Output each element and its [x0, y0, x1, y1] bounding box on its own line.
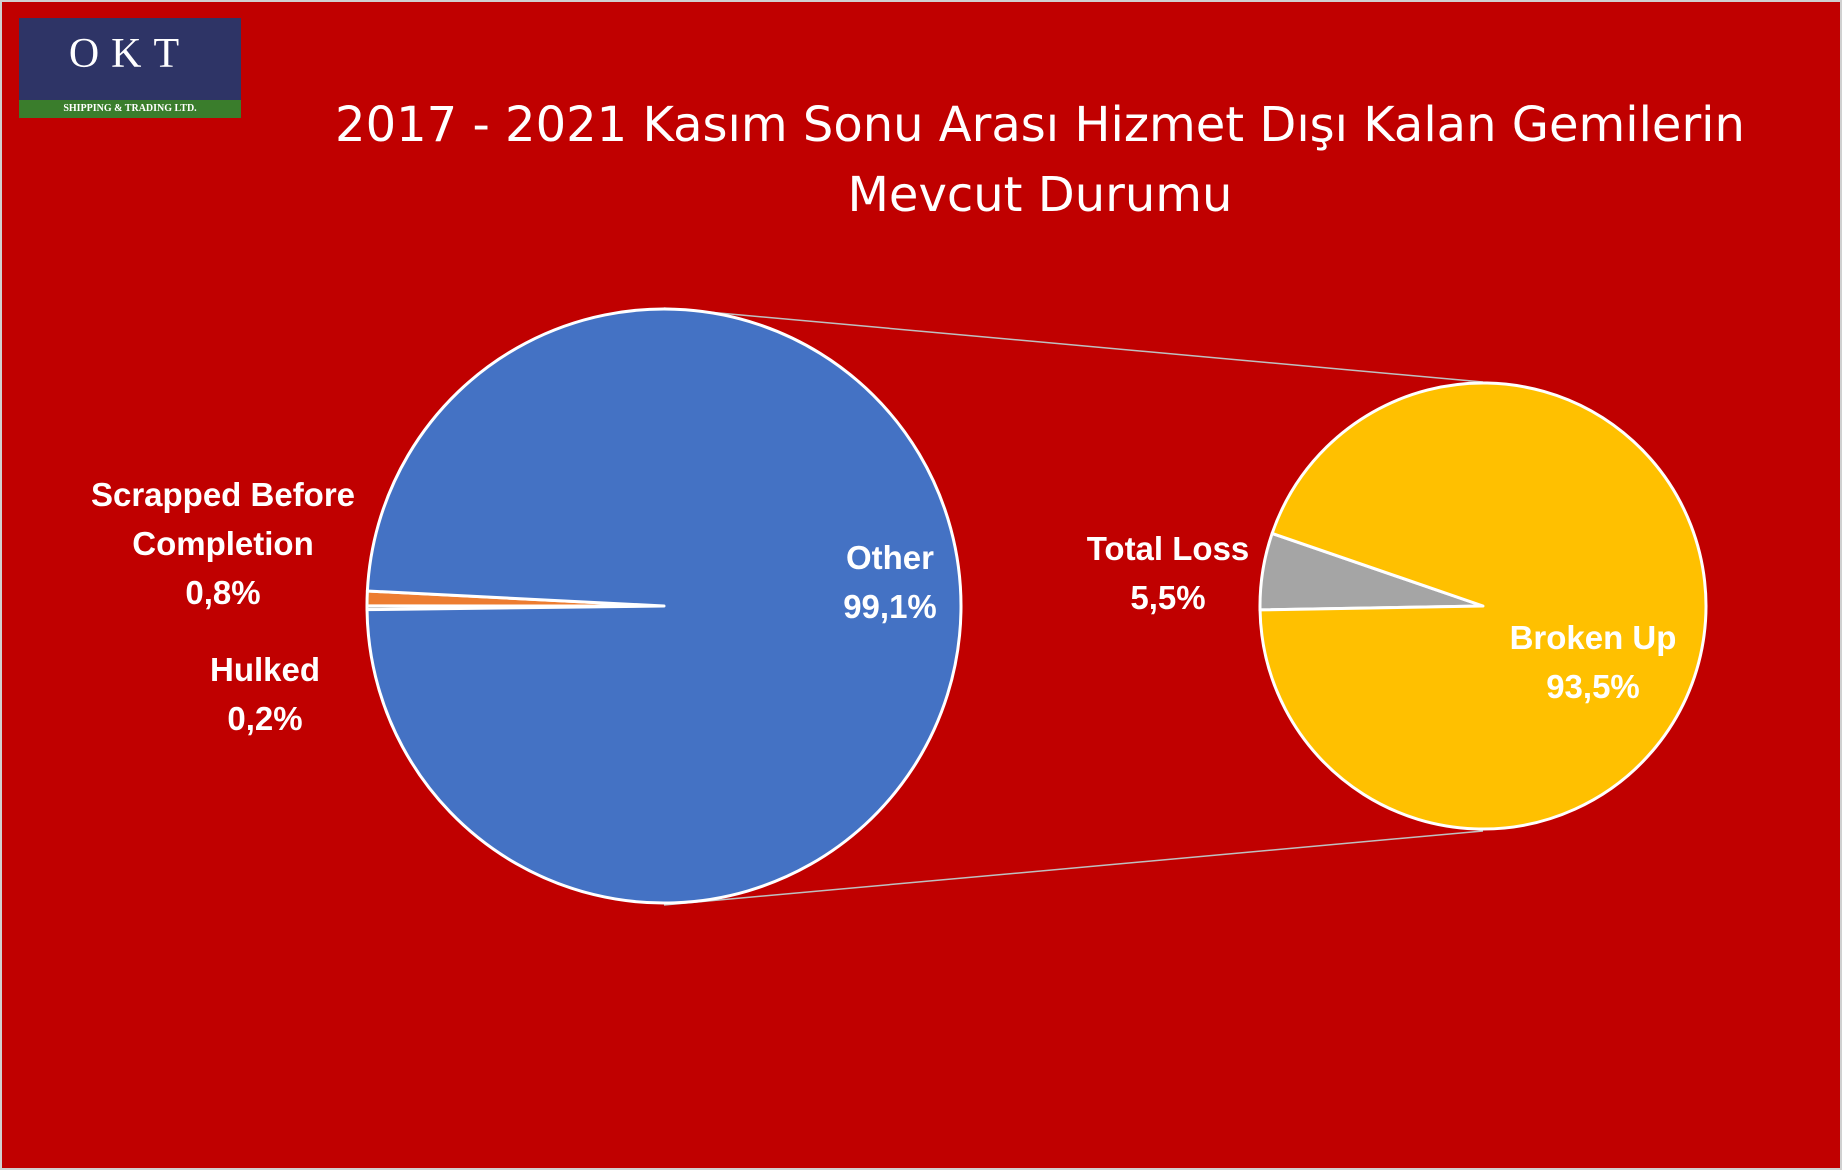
pie-slice [1258, 381, 1708, 831]
connector [663, 830, 1484, 906]
slice-label: Broken Up [1509, 619, 1677, 656]
value-label: 99,1% [843, 588, 937, 625]
value-label: 5,5% [1130, 579, 1206, 616]
slice-label: Total Loss [1086, 530, 1250, 567]
value-label: 93,5% [1546, 668, 1640, 705]
connector [663, 307, 1484, 383]
chart-title: 2017 - 2021 Kasım Sonu Arası Hizmet Dışı… [335, 97, 1745, 223]
slice-label: Hulked [209, 651, 321, 688]
logo: OKT SHIPPING & TRADING LTD. [19, 18, 241, 118]
slice-label: Scrapped Before Completion [90, 476, 356, 562]
value-label: 0,8% [185, 574, 261, 611]
value-label: 0,2% [227, 700, 303, 737]
logo-subtitle: SHIPPING & TRADING LTD. [19, 100, 241, 118]
logo-mark: OKT [68, 31, 192, 77]
pie-slice [365, 307, 963, 905]
slice-label: Other [845, 539, 934, 576]
